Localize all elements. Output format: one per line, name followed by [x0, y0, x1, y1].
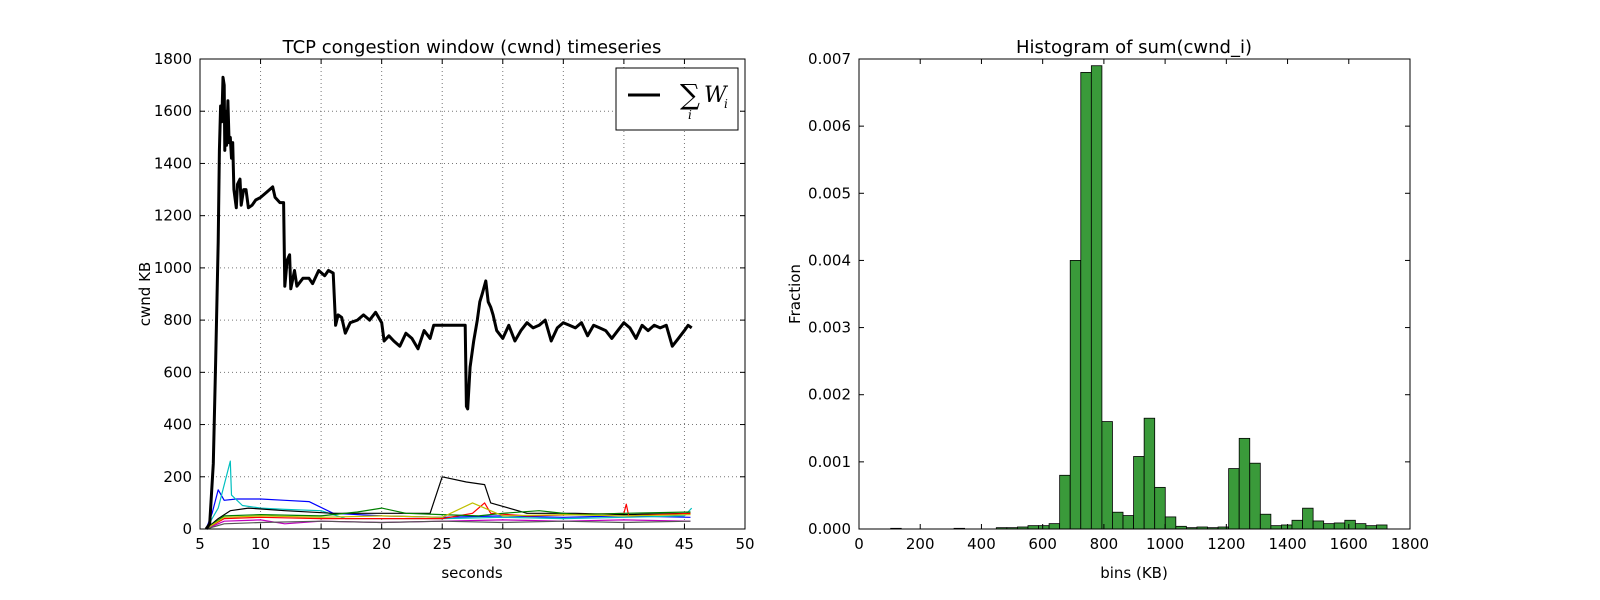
xtick-label: 20 [372, 535, 391, 553]
histogram-bar [1027, 525, 1039, 530]
histogram-bars [890, 65, 1388, 530]
histogram-bar [1344, 519, 1356, 530]
xtick-label: 30 [493, 535, 512, 553]
chart2-xlabel: bins (KB) [1100, 564, 1168, 582]
chart1-frame [199, 58, 746, 530]
histogram-bar [1249, 462, 1261, 530]
cwnd-timeseries-chart: TCP congestion window (cwnd) timeseries … [136, 37, 755, 582]
ytick-label: 600 [163, 363, 192, 381]
histogram-bar [1312, 520, 1325, 530]
legend-box [615, 67, 739, 131]
histogram-bar [1048, 523, 1061, 530]
chart2-frame [858, 58, 1411, 530]
xtick-label: 50 [735, 535, 754, 553]
chart1-title: TCP congestion window (cwnd) timeseries [282, 37, 662, 58]
ytick-label: 1800 [154, 50, 192, 68]
histogram-bar [1133, 456, 1145, 530]
histogram-bar [1354, 523, 1367, 530]
series-line-flow-1 [205, 489, 691, 530]
histogram-bar [1376, 524, 1388, 530]
xtick-label: 0 [854, 535, 864, 553]
xtick-label: 1200 [1207, 535, 1245, 553]
histogram-bar [1291, 519, 1303, 530]
histogram-bar [1154, 486, 1166, 530]
histogram-bar [1143, 417, 1156, 530]
histogram-bar [1270, 525, 1282, 530]
ytick-label: 0.007 [808, 50, 851, 68]
histogram-bar [1112, 511, 1124, 530]
histogram-bar [1333, 522, 1346, 530]
legend-sum-index: i [688, 108, 692, 122]
histogram-bar [1281, 524, 1293, 530]
histogram-bar [1059, 474, 1071, 530]
series-line-flow-5 [205, 507, 691, 530]
histogram-bar [1323, 523, 1335, 530]
chart2-title: Histogram of sum(cwnd_i) [1016, 37, 1252, 58]
ytick-label: 0.000 [808, 520, 851, 538]
ytick-label: 400 [163, 416, 192, 434]
chart1-ylabel: cwnd KB [136, 262, 154, 326]
legend-variable: W [704, 83, 729, 108]
ytick-label: 1600 [154, 102, 192, 120]
series-line-flow-8 [205, 520, 691, 530]
xtick-label: 45 [675, 535, 694, 553]
xtick-label: 1400 [1268, 535, 1306, 553]
histogram-bar [1101, 421, 1113, 530]
xtick-label: 5 [195, 535, 205, 553]
chart1-xlabel: seconds [441, 564, 502, 582]
histogram-bar [1090, 65, 1103, 530]
ytick-label: 0.003 [808, 319, 851, 337]
ytick-label: 1200 [154, 207, 192, 225]
xtick-label: 15 [312, 535, 331, 553]
xtick-label: 1600 [1330, 535, 1368, 553]
chart2-ylabel: Fraction [786, 264, 804, 324]
legend-variable-index: i [724, 97, 728, 111]
histogram-bar [1238, 437, 1251, 530]
series-line-flow-3 [205, 476, 691, 530]
chart1-grid [200, 59, 745, 529]
ytick-label: 1400 [154, 154, 192, 172]
xtick-label: 1000 [1146, 535, 1184, 553]
xtick-label: 35 [554, 535, 573, 553]
chart1-series-group [204, 75, 693, 530]
chart1-legend: ∑ i W i [615, 67, 739, 131]
xtick-label: 10 [251, 535, 270, 553]
histogram-bar [1038, 525, 1050, 530]
histogram-bar [1259, 513, 1272, 530]
series-line-flow-2 [205, 460, 693, 530]
legend-sum-symbol: ∑ [680, 78, 700, 111]
ytick-label: 0.006 [808, 117, 851, 135]
ytick-label: 0.004 [808, 251, 851, 269]
histogram-bar [1228, 468, 1240, 530]
ytick-label: 0.002 [808, 386, 851, 404]
histogram-chart: Histogram of sum(cwnd_i) bins (KB) Fract… [786, 37, 1429, 582]
ytick-label: 800 [163, 311, 192, 329]
ytick-label: 0 [182, 520, 192, 538]
histogram-bar [1365, 525, 1377, 530]
ytick-label: 0.005 [808, 184, 851, 202]
ytick-label: 0.001 [808, 453, 851, 471]
histogram-bar [1302, 507, 1314, 530]
histogram-bar [1122, 515, 1134, 530]
xtick-label: 800 [1090, 535, 1119, 553]
ytick-label: 200 [163, 468, 192, 486]
histogram-bar [1069, 260, 1082, 530]
ytick-label: 1000 [154, 259, 192, 277]
xtick-label: 200 [906, 535, 935, 553]
histogram-bar [1080, 72, 1092, 530]
xtick-label: 40 [614, 535, 633, 553]
chart2-ticks: 0 200 400 600 800 1000 1200 1400 1600 1800 0.000 0.… [808, 50, 1429, 553]
series-line-flow-4 [205, 502, 691, 530]
series-line-flow-7 [205, 502, 691, 530]
xtick-label: 25 [433, 535, 452, 553]
xtick-label: 600 [1028, 535, 1057, 553]
xtick-label: 1800 [1391, 535, 1429, 553]
xtick-label: 400 [967, 535, 996, 553]
chart1-ticks: 5 10 15 20 25 30 35 40 45 50 0 200 400 600 800 1000 1200… [154, 50, 755, 553]
series-line-sum-wi [204, 75, 693, 530]
histogram-bar [1164, 516, 1177, 530]
